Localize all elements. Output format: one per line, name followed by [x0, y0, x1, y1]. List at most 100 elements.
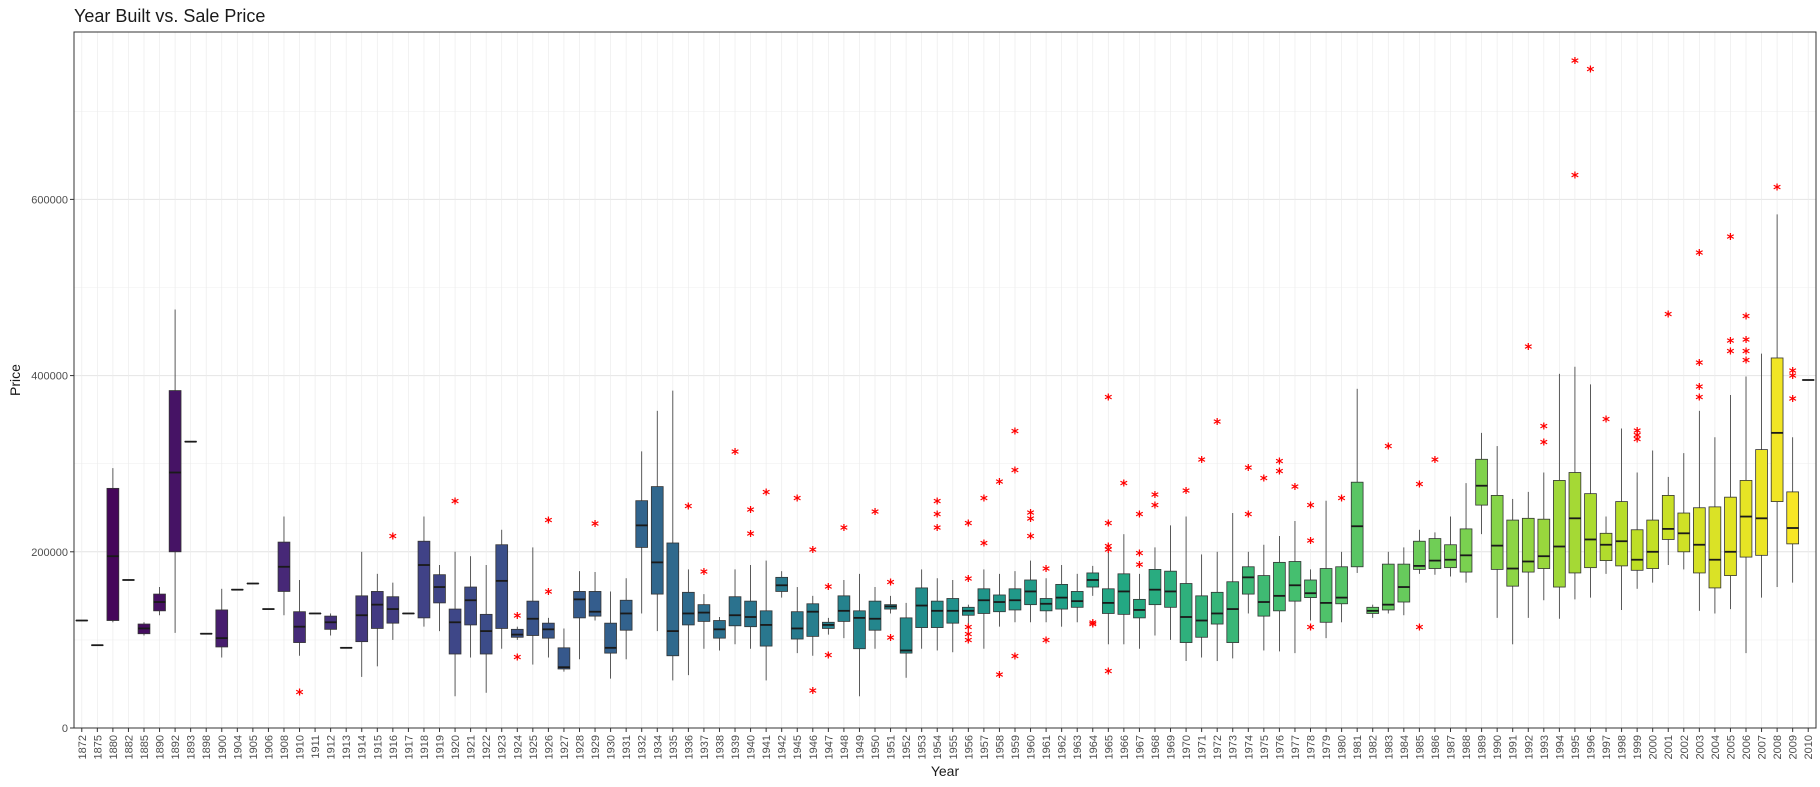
box-1936 [682, 569, 695, 676]
x-tick-label: 1892 [170, 735, 182, 759]
y-tick-label: 400000 [31, 371, 68, 383]
outlier-point: * [1244, 508, 1252, 526]
x-tick-label: 1945 [792, 735, 804, 759]
box-body [604, 622, 617, 654]
box-1959 [1008, 571, 1022, 623]
outlier-point: * [1633, 424, 1641, 442]
outlier-point: * [1104, 543, 1112, 561]
box-body [1459, 528, 1473, 573]
box-body [1413, 540, 1426, 570]
outlier-point: * [1151, 499, 1159, 517]
box-1989 [1475, 432, 1488, 535]
box-body [573, 591, 586, 619]
box-1953 [915, 569, 928, 649]
x-tick-label: 1973 [1228, 735, 1240, 759]
y-axis: 0 200000 400000 600000 [31, 194, 74, 735]
box-1958 [993, 573, 1006, 627]
box-body [650, 486, 664, 595]
outlier-point: * [1135, 508, 1143, 526]
box-1970 [1179, 516, 1193, 662]
outlier-point: * [1695, 390, 1703, 408]
outlier-point: * [1727, 345, 1735, 363]
box-body [759, 610, 773, 647]
x-tick-label: 2003 [1694, 735, 1706, 759]
x-tick-label: 1980 [1337, 735, 1349, 759]
box-body [1397, 563, 1411, 603]
outlier-point: * [1633, 428, 1641, 446]
outlier-point: * [1027, 530, 1035, 548]
x-tick-label: 2005 [1725, 735, 1737, 759]
box-body [1428, 538, 1442, 569]
box-body [853, 610, 866, 650]
outlier-point: * [513, 650, 521, 668]
box-1973 [1226, 513, 1240, 659]
box-body [588, 591, 602, 617]
x-tick-label: 1904 [232, 735, 244, 759]
x-tick-label: 1946 [808, 735, 820, 759]
box-2007 [1755, 353, 1768, 598]
box-1957 [977, 569, 991, 649]
box-body [1444, 544, 1457, 569]
x-tick-label: 1942 [777, 735, 789, 759]
x-tick-label: 1916 [388, 735, 400, 759]
box-body [1646, 519, 1659, 569]
box-body [1381, 563, 1395, 611]
box-body [635, 500, 649, 548]
box-1992 [1521, 491, 1535, 618]
outlier-point: * [1260, 471, 1268, 489]
outlier-point: * [980, 537, 988, 555]
box-1985 [1413, 529, 1426, 574]
box-2004 [1708, 437, 1722, 614]
x-tick-label: 1983 [1383, 735, 1395, 759]
outlier-point: * [964, 516, 972, 534]
x-tick-label: 1906 [263, 735, 275, 759]
box-body [433, 574, 446, 604]
x-tick-label: 1924 [512, 735, 524, 759]
box-body [1288, 561, 1302, 602]
x-tick-label: 1965 [1103, 735, 1115, 759]
box-2008 [1770, 214, 1784, 588]
box-1900 [215, 588, 229, 658]
outlier-point: * [451, 494, 459, 512]
outlier-point: * [1602, 412, 1610, 430]
box-body [1490, 495, 1504, 570]
box-body [1226, 581, 1240, 643]
x-tick-label: 1914 [357, 735, 369, 759]
x-tick-label: 1988 [1461, 735, 1473, 759]
box-1984 [1397, 547, 1411, 616]
x-tick-label: 1970 [1181, 735, 1193, 759]
x-tick-label: 1936 [683, 735, 695, 759]
box-1988 [1459, 483, 1473, 583]
x-tick-label: 2001 [1663, 735, 1675, 759]
outlier-point: * [933, 508, 941, 526]
box-body [666, 542, 680, 657]
box-1976 [1273, 535, 1286, 652]
x-tick-label: 1915 [372, 735, 384, 759]
box-1969 [1164, 525, 1177, 640]
box-1945 [790, 587, 804, 654]
x-tick-label: 1996 [1585, 735, 1597, 759]
box-1918 [417, 516, 431, 627]
outlier-point: * [1773, 181, 1781, 199]
box-1932 [635, 451, 649, 614]
box-1890 [153, 587, 166, 616]
box-1948 [837, 579, 851, 639]
box-1995 [1568, 366, 1582, 600]
outlier-point: * [1524, 340, 1532, 358]
x-tick-label: 1999 [1632, 735, 1644, 759]
box-1910 [293, 579, 306, 656]
outlier-point: * [933, 494, 941, 512]
x-tick-label: 1934 [652, 735, 664, 759]
x-tick-label: 1951 [886, 735, 898, 759]
x-tick-label: 1937 [699, 735, 711, 759]
x-tick-label: 1939 [730, 735, 742, 759]
outlier-point: * [1338, 492, 1346, 510]
outlier-point: * [1307, 620, 1315, 638]
x-tick-label: 2010 [1803, 735, 1815, 759]
outlier-point: * [1571, 168, 1579, 186]
box-1998 [1615, 428, 1628, 610]
outlier-point: * [684, 500, 692, 518]
box-1997 [1599, 516, 1613, 574]
box-body [1241, 566, 1255, 595]
x-tick-label: 1966 [1119, 735, 1131, 759]
